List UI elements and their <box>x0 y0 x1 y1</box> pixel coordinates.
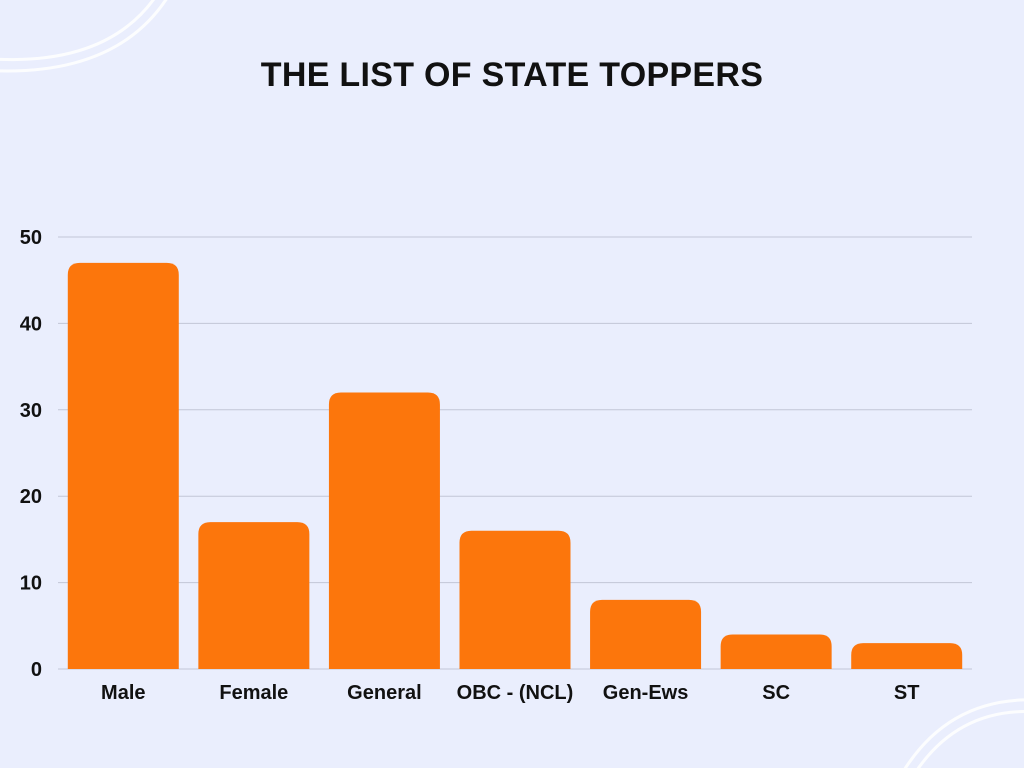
y-tick-label: 30 <box>20 400 42 422</box>
bar-st <box>851 643 963 669</box>
bar-male <box>67 262 179 669</box>
x-tick-label: OBC - (NCL) <box>457 682 574 704</box>
bar-general <box>328 392 440 669</box>
y-tick-label: 10 <box>20 573 42 595</box>
x-axis: Male Female General OBC - (NCL) Gen-Ews SC ST <box>101 682 919 704</box>
bar-female <box>198 522 310 669</box>
bar-obc-ncl <box>459 530 571 669</box>
decorative-swoosh-top-left <box>0 0 168 73</box>
y-tick-label: 20 <box>20 486 42 508</box>
x-tick-label: Female <box>219 682 288 704</box>
x-tick-label: General <box>347 682 421 704</box>
x-tick-label: Male <box>101 682 145 704</box>
bar-sc <box>720 634 832 669</box>
decorative-swoosh-bottom-right <box>903 698 1024 768</box>
y-tick-label: 50 <box>20 227 42 249</box>
bars <box>67 262 963 669</box>
y-tick-label: 0 <box>31 659 42 681</box>
x-tick-label: ST <box>894 682 920 704</box>
y-axis: 0 10 20 30 40 50 <box>20 227 42 681</box>
x-tick-label: SC <box>762 682 790 704</box>
bar-gen-ews <box>590 599 702 669</box>
x-tick-label: Gen-Ews <box>603 682 689 704</box>
chart-title: THE LIST OF STATE TOPPERS <box>260 56 764 94</box>
y-tick-label: 40 <box>20 313 42 335</box>
